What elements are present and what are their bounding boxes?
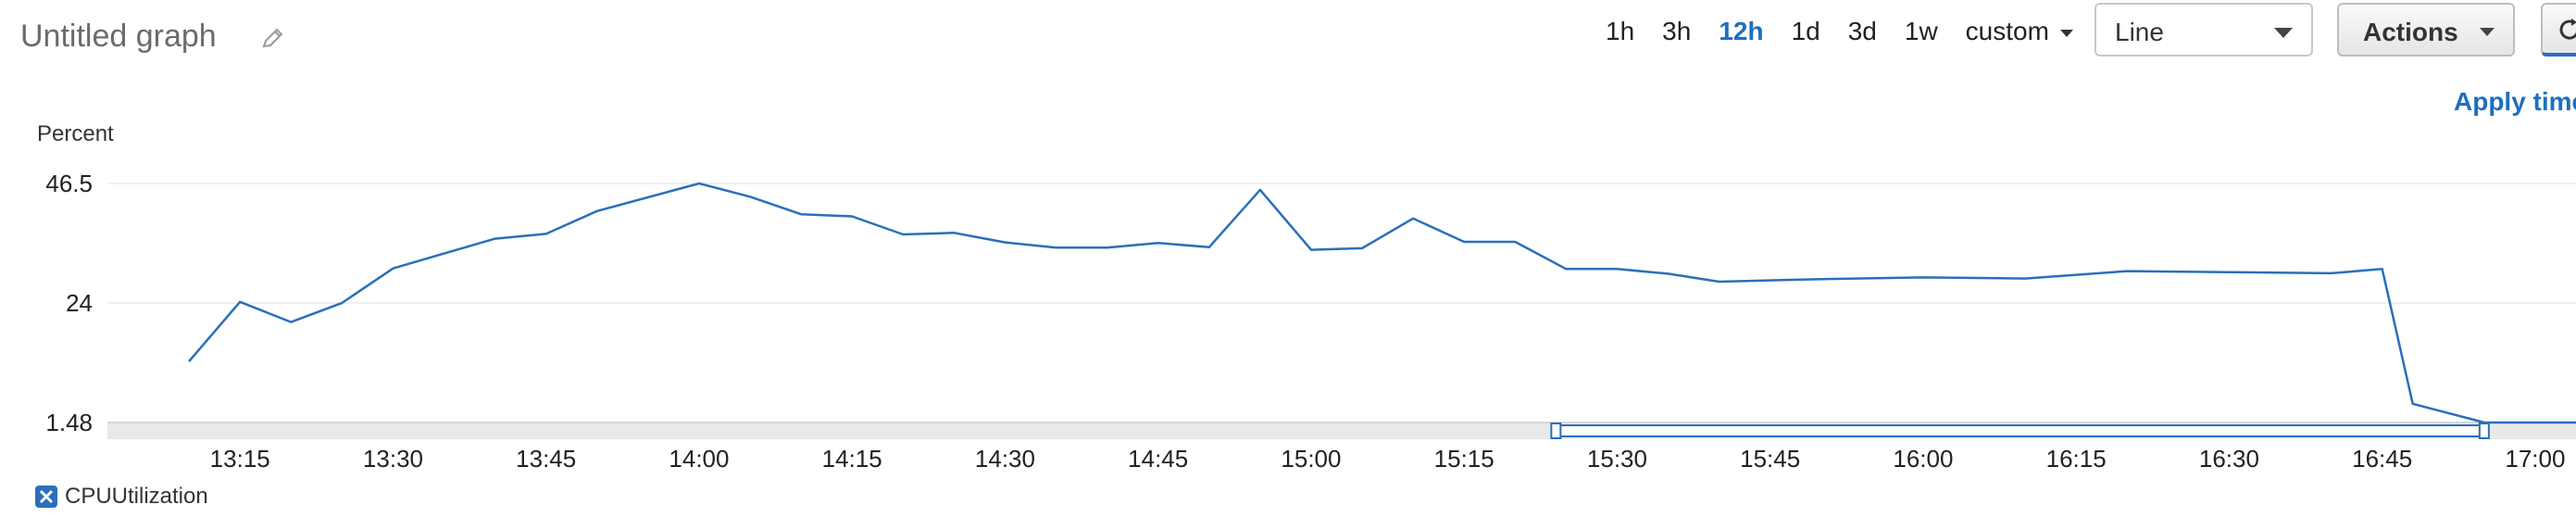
data-point [1819, 277, 1823, 282]
data-point [594, 208, 599, 213]
data-point [952, 231, 957, 235]
graph-title: Untitled graph [20, 19, 217, 54]
data-point [1564, 267, 1569, 271]
data-point [1105, 246, 1109, 250]
time-navigator-handle [1550, 423, 1562, 439]
time-range-3h[interactable]: 3h [1662, 17, 1692, 45]
data-point [289, 320, 294, 324]
x-tick-label: 13:15 [210, 445, 270, 473]
x-tick-label: 15:00 [1281, 445, 1341, 473]
time-range-3d[interactable]: 3d [1847, 17, 1877, 45]
x-tick-label: 16:30 [2199, 445, 2259, 473]
data-point [1666, 271, 1670, 276]
caret-down-icon [2059, 30, 2073, 37]
data-point [748, 195, 753, 199]
data-point [799, 212, 804, 217]
caret-down-icon [2480, 28, 2495, 36]
data-point [1257, 187, 1262, 192]
data-point [187, 359, 192, 363]
y-tick-label: 1.48 [45, 409, 93, 436]
time-range-1w[interactable]: 1w [1904, 17, 1938, 45]
x-tick-label: 16:00 [1893, 445, 1953, 473]
chart-legend: CPUUtilization [35, 484, 208, 510]
data-point [493, 236, 497, 241]
x-tick-label: 14:45 [1128, 445, 1188, 473]
data-point [2329, 271, 2333, 275]
time-range-1h[interactable]: 1h [1606, 17, 1635, 45]
data-point [901, 233, 906, 237]
actions-button[interactable]: Actions [2337, 3, 2515, 57]
apply-time-range-link[interactable]: Apply time range [2454, 87, 2576, 116]
x-tick-label: 16:15 [2046, 445, 2107, 473]
data-point [1054, 246, 1058, 250]
data-point [2125, 269, 2130, 273]
x-icon [39, 489, 54, 504]
graph-header: Untitled graph 1h 3h 12h 1d 3d 1w custom… [0, 0, 2576, 74]
x-tick-label: 13:30 [363, 445, 423, 473]
x-tick-label: 15:45 [1740, 445, 1800, 473]
pencil-icon[interactable] [259, 26, 285, 52]
x-tick-label: 14:00 [669, 445, 729, 473]
x-tick-label: 15:15 [1434, 445, 1494, 473]
data-point [1411, 216, 1416, 221]
data-point [442, 251, 446, 256]
custom-range-dropdown[interactable]: custom [1966, 17, 2073, 46]
time-range-selector: 1h 3h 12h 1d 3d 1w custom [1606, 15, 2073, 48]
custom-range-label: custom [1965, 17, 2049, 45]
time-navigator-handle [2478, 423, 2490, 439]
time-range-1d[interactable]: 1d [1791, 17, 1820, 45]
data-point [2023, 276, 2028, 281]
y-tick-label: 46.5 [45, 170, 93, 197]
time-navigator-selection [1555, 424, 2485, 437]
line-chart: Percent 46.5 24 1.48 13:15 13:30 13:45 14:00 14… [37, 121, 2576, 473]
data-point [1717, 280, 1721, 284]
data-point [544, 232, 548, 236]
time-range-12h[interactable]: 12h [1719, 17, 1764, 45]
graph-type-value: Line [2115, 18, 2164, 46]
legend-checkbox[interactable] [35, 486, 57, 508]
x-tick-label: 15:30 [1587, 445, 1647, 473]
series-line-cpuutilization [188, 182, 2576, 424]
data-point [1156, 241, 1160, 246]
data-point [340, 300, 344, 305]
data-point [2410, 401, 2415, 406]
data-point [1920, 275, 1925, 280]
graph-type-select[interactable]: Line [2095, 3, 2313, 57]
data-point [2227, 270, 2232, 274]
data-point [1360, 246, 1365, 250]
data-point [1308, 247, 1313, 252]
data-point [2482, 421, 2486, 425]
data-point [391, 266, 395, 271]
refresh-button[interactable] [2541, 3, 2576, 57]
x-tick-label: 16:45 [2352, 445, 2412, 473]
data-point [696, 182, 701, 186]
data-point [238, 299, 243, 304]
x-tick-label: 14:15 [822, 445, 882, 473]
data-point [1003, 240, 1007, 245]
data-point [2380, 267, 2384, 271]
x-tick-label: 13:45 [516, 445, 576, 473]
x-tick-label: 17:00 [2505, 445, 2565, 473]
y-axis-label: Percent [37, 121, 114, 146]
data-point [1462, 240, 1467, 245]
y-tick-label: 24 [66, 289, 93, 317]
data-point [1207, 245, 1211, 249]
data-point [1513, 240, 1518, 245]
data-point [850, 214, 855, 219]
x-tick-label: 14:30 [975, 445, 1035, 473]
chevron-down-icon [2274, 28, 2293, 38]
legend-item-label: CPUUtilization [65, 484, 208, 509]
data-point [1615, 267, 1619, 271]
actions-label: Actions [2363, 18, 2458, 46]
